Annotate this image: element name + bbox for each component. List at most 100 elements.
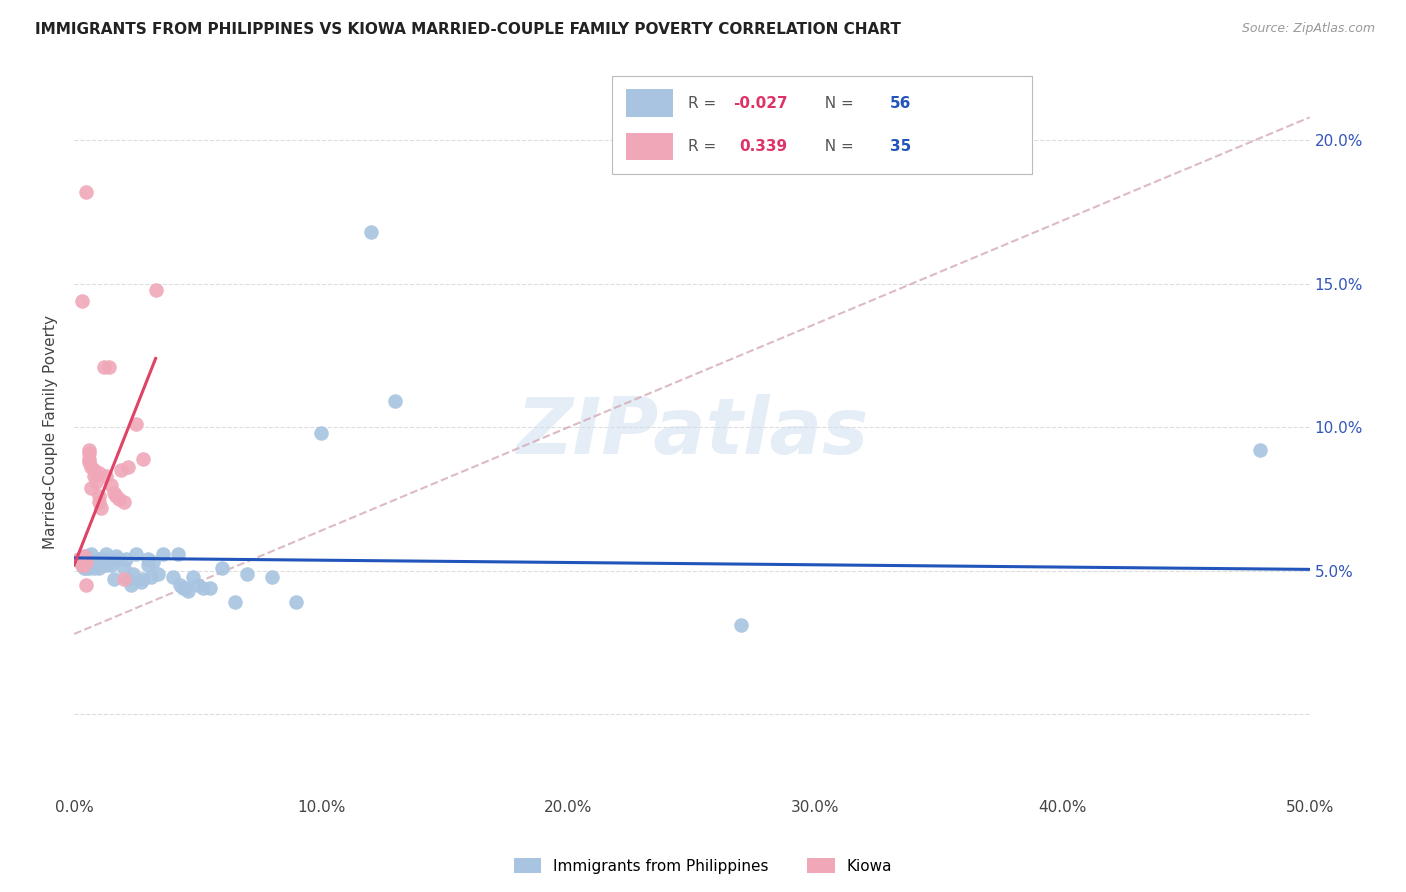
Point [105,489,128,503]
Point [117,460,139,475]
Point [87,495,110,509]
Point [132,451,155,466]
Point [260,569,283,583]
Point [77,443,100,458]
Point [136,558,159,572]
Point [107,491,129,506]
Point [129,575,152,590]
Legend: Immigrants from Philippines, Kiowa: Immigrants from Philippines, Kiowa [508,852,898,880]
Point [77,561,100,575]
Point [83,463,105,477]
Bar [627,133,673,161]
Point [87,467,110,481]
Point [83,469,105,483]
Point [90,500,112,515]
Point [97,555,120,569]
Point [112,495,135,509]
Point [75,555,97,569]
Point [80,555,103,569]
Point [125,417,148,432]
Point [177,583,200,598]
Point [1249,443,1271,458]
Point [77,455,100,469]
Point [224,595,246,609]
Point [103,486,125,500]
Point [70,558,93,572]
Point [198,581,221,595]
Point [146,566,169,581]
Y-axis label: Married-Couple Family Poverty: Married-Couple Family Poverty [44,315,58,549]
Point [77,446,100,460]
Point [103,573,125,587]
Point [152,547,174,561]
Point [384,394,406,409]
Point [67,552,90,566]
Text: 56: 56 [890,95,911,111]
Text: ZIPatlas: ZIPatlas [516,393,868,469]
Point [70,558,93,572]
Point [112,561,135,575]
Point [115,552,138,566]
Point [120,578,142,592]
Point [90,555,112,569]
Point [96,558,118,572]
Point [73,561,96,575]
Point [100,477,122,491]
Text: IMMIGRANTS FROM PHILIPPINES VS KIOWA MARRIED-COUPLE FAMILY POVERTY CORRELATION C: IMMIGRANTS FROM PHILIPPINES VS KIOWA MAR… [35,22,901,37]
Point [110,463,132,477]
Point [80,547,103,561]
Bar [612,76,1032,174]
Point [285,595,308,609]
Text: 0.339: 0.339 [738,139,787,153]
Point [75,578,97,592]
Point [77,552,100,566]
Point [86,475,108,489]
Text: -0.027: -0.027 [733,95,787,111]
Point [107,552,129,566]
Point [181,569,204,583]
Point [139,569,162,583]
Point [125,547,148,561]
Point [100,558,122,572]
Point [67,552,90,566]
Text: Source: ZipAtlas.com: Source: ZipAtlas.com [1241,22,1375,36]
Point [187,578,209,592]
Text: R =: R = [688,139,725,153]
Point [73,558,96,572]
Point [117,573,139,587]
Point [80,481,103,495]
Point [236,566,259,581]
Point [96,547,118,561]
Point [87,552,110,566]
Point [86,558,108,572]
Point [70,293,93,308]
Text: R =: R = [688,95,721,111]
Point [132,573,155,587]
Point [211,561,233,575]
Point [75,561,97,575]
Point [93,359,115,374]
Point [191,581,214,595]
Point [105,549,128,564]
Point [75,549,97,564]
Point [87,489,110,503]
Point [145,283,167,297]
Point [122,566,145,581]
Bar [627,89,673,117]
Text: N =: N = [815,139,859,153]
Point [75,185,97,199]
Point [162,569,184,583]
Point [172,581,194,595]
Text: 35: 35 [890,139,911,153]
Point [97,359,120,374]
Point [83,561,105,575]
Point [96,469,118,483]
Point [360,225,382,239]
Point [87,561,110,575]
Point [309,425,332,440]
Point [169,578,191,592]
Point [730,618,752,632]
Point [142,555,165,569]
Point [174,581,197,595]
Point [93,552,115,566]
